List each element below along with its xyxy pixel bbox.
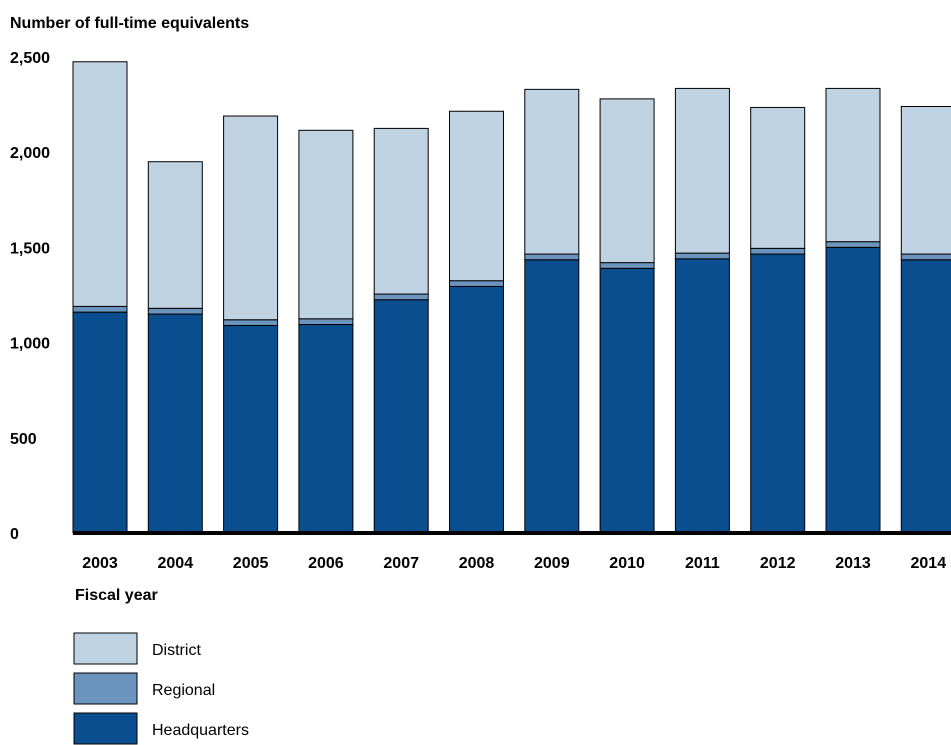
bar-district-2005 xyxy=(223,115,279,321)
x-axis-ticks: 2003 2004 2005 2006 2007 2008 2009 2010 2011 2012… xyxy=(82,555,946,572)
x-tick-label: 2008 xyxy=(459,555,495,572)
bar-district-2012 xyxy=(750,106,806,249)
legend-label-headquarters: Headquarters xyxy=(152,722,249,739)
bar-regional-2003 xyxy=(72,305,128,313)
bar-headquarters-2003 xyxy=(72,311,128,534)
y-axis-label: Number of full-time equivalents xyxy=(10,15,249,32)
legend-swatch-district xyxy=(73,632,138,665)
x-tick-label: 2004 xyxy=(158,555,194,572)
bar-regional-2009 xyxy=(524,253,580,261)
legend-swatch-regional xyxy=(73,672,138,705)
x-tick-label: 2006 xyxy=(308,555,344,572)
x-tick-label: 2009 xyxy=(534,555,570,572)
bar-headquarters-2011 xyxy=(674,258,730,534)
bars xyxy=(72,61,951,534)
bar-district-2008 xyxy=(449,110,504,282)
bar-district-2014 xyxy=(900,106,951,255)
y-axis-ticks: 0 500 1,000 1,500 2,000 2,500 xyxy=(10,50,50,543)
x-tick-label: 2014 xyxy=(911,555,947,572)
bar-headquarters-2007 xyxy=(373,299,429,534)
bar-district-2010 xyxy=(599,98,655,264)
legend: District Regional Headquarters xyxy=(73,632,249,745)
bar-district-2013 xyxy=(825,87,881,243)
y-tick-label: 2,000 xyxy=(10,145,50,162)
bar-regional-2008 xyxy=(449,280,504,287)
x-tick-label: 2005 xyxy=(233,555,269,572)
bar-district-2011 xyxy=(674,87,730,254)
x-tick-label: 2011 xyxy=(685,555,720,572)
bar-regional-2007 xyxy=(373,293,429,301)
x-tick-label: 2012 xyxy=(760,555,796,572)
bar-regional-2005 xyxy=(223,319,279,326)
bar-headquarters-2009 xyxy=(524,259,580,534)
bar-district-2006 xyxy=(298,129,354,320)
x-tick-label: 2003 xyxy=(82,555,118,572)
bar-headquarters-2012 xyxy=(750,253,806,534)
x-tick-label: 2013 xyxy=(835,555,871,572)
y-tick-label: 1,500 xyxy=(10,240,50,257)
y-tick-label: 2,500 xyxy=(10,50,50,67)
bar-regional-2004 xyxy=(147,307,203,315)
y-tick-label: 1,000 xyxy=(10,336,50,353)
bar-regional-2014 xyxy=(900,253,951,261)
y-tick-label: 0 xyxy=(10,526,19,543)
bar-regional-2010 xyxy=(599,262,655,269)
bar-headquarters-2006 xyxy=(298,324,354,534)
bar-regional-2011 xyxy=(674,252,730,260)
legend-label-district: District xyxy=(152,642,201,659)
x-axis-label: Fiscal year xyxy=(75,587,158,604)
bar-district-2009 xyxy=(524,88,580,255)
bar-headquarters-2004 xyxy=(147,313,203,534)
bar-headquarters-2010 xyxy=(599,267,655,534)
bar-regional-2013 xyxy=(825,241,881,248)
x-tick-label: 2007 xyxy=(383,555,419,572)
bar-district-2003 xyxy=(72,61,128,307)
legend-label-regional: Regional xyxy=(152,682,215,699)
y-tick-label: 500 xyxy=(10,431,37,448)
legend-swatch-headquarters xyxy=(73,712,138,745)
bar-headquarters-2013 xyxy=(825,246,881,534)
bar-district-2007 xyxy=(373,127,429,295)
x-tick-label: 2010 xyxy=(609,555,645,572)
bar-headquarters-2008 xyxy=(449,285,504,534)
bar-regional-2012 xyxy=(750,247,806,255)
bar-headquarters-2014 xyxy=(900,259,951,534)
bar-headquarters-2005 xyxy=(223,324,279,534)
bar-regional-2006 xyxy=(298,318,354,326)
bar-district-2004 xyxy=(147,161,203,309)
